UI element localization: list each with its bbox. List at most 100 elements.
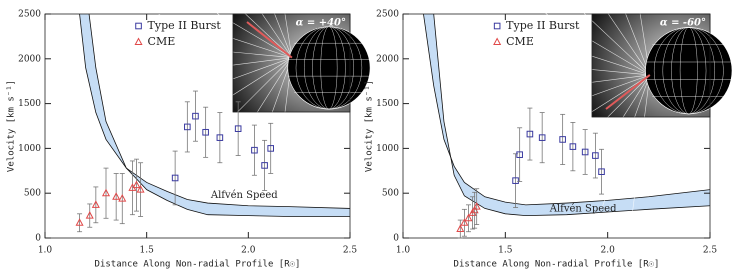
field-line [602, 74, 651, 207]
inset: α = -60° [510, 0, 733, 214]
data-point [112, 192, 121, 200]
x-tick-label: 2.0 [241, 246, 256, 256]
field-line [598, 0, 651, 76]
inset-label: α = -60° [660, 18, 706, 29]
field-line [158, 14, 292, 58]
sun-sphere [645, 27, 733, 115]
field-line [152, 57, 292, 76]
data-point [91, 200, 100, 208]
x-tick-label: 1.5 [140, 246, 155, 256]
legend-marker [493, 22, 501, 30]
data-point [251, 146, 258, 154]
x-axis-label: Distance Along Non-radial Profile [R☉] [454, 260, 660, 270]
plot-area [423, 14, 710, 217]
x-tick-label: 2.5 [343, 246, 358, 256]
profile-ray [605, 74, 651, 110]
x-tick-label: 1.0 [396, 246, 411, 256]
legend-label: Type II Burst [506, 19, 580, 32]
data-point [512, 177, 519, 184]
y-tick-label: 500 [382, 189, 399, 199]
data-point [460, 218, 469, 226]
field-line [274, 57, 293, 197]
data-point [559, 136, 566, 143]
field-line [268, 0, 293, 58]
field-line [637, 0, 651, 76]
legend-label: Type II Burst [148, 19, 222, 32]
field-line [569, 0, 651, 76]
field-line [529, 3, 650, 76]
field-line [631, 74, 651, 214]
data-point [202, 128, 209, 136]
sphere-meridian [295, 26, 363, 110]
y-tick-label: 1500 [376, 99, 399, 109]
alfven-lower [433, 14, 710, 217]
field-line [518, 74, 650, 123]
field-line [193, 0, 293, 58]
data-point [192, 112, 199, 120]
data-point [569, 143, 577, 150]
data-point [538, 134, 546, 141]
data-point [234, 125, 242, 132]
legend-marker [134, 37, 143, 45]
field-line [619, 0, 651, 76]
band-label: Alfvén Speed [549, 204, 617, 215]
data-point [216, 134, 224, 141]
y-axis-label: Velocity [km s⁻¹] [365, 80, 375, 172]
inset-label: α = +40° [296, 18, 346, 29]
y-axis-label: Velocity [km s⁻¹] [7, 80, 17, 172]
field-line [252, 0, 293, 58]
plot-area [79, 14, 350, 217]
field-line [160, 57, 292, 106]
x-tick-label: 2.5 [703, 246, 718, 256]
field-line [244, 57, 293, 190]
x-tick-label: 1.5 [498, 246, 513, 256]
data-point [472, 202, 481, 210]
legend-marker [493, 37, 502, 45]
x-axis-label: Distance Along Non-radial Profile [R☉] [95, 260, 301, 270]
legend-label: CME [506, 35, 534, 48]
y-tick-label: 2000 [18, 54, 41, 64]
data-point [598, 168, 605, 175]
profile-ray [246, 21, 293, 59]
legend-marker [135, 22, 142, 30]
alfven-lower [88, 14, 350, 217]
alfven-upper [79, 14, 350, 209]
alfven-upper [423, 14, 710, 206]
y-tick-label: 1000 [376, 144, 399, 154]
data-point [581, 148, 589, 156]
y-tick-label: 2500 [18, 10, 41, 20]
data-point [261, 162, 268, 169]
y-tick-label: 0 [35, 234, 41, 244]
inset: α = +40° [152, 0, 371, 197]
band-label: Alfvén Speed [210, 190, 278, 201]
data-point [516, 151, 523, 158]
field-line [574, 74, 651, 194]
data-point [75, 218, 84, 226]
y-tick-label: 1500 [18, 99, 41, 109]
data-point [526, 130, 534, 138]
alfven-band [423, 14, 710, 216]
sphere-meridian [653, 27, 724, 115]
panel: Alfvén Speed 0 500 1000 1500 2000 2500 1.0 1.5 2.… [365, 0, 733, 270]
data-point [85, 211, 94, 219]
y-tick-label: 2500 [376, 10, 399, 20]
sun-sphere [287, 26, 371, 110]
field-line [216, 57, 293, 176]
field-line [230, 0, 293, 58]
field-line [531, 74, 650, 151]
y-tick-label: 2000 [376, 54, 399, 64]
x-tick-label: 2.0 [601, 246, 616, 256]
field-line [510, 74, 650, 93]
data-point [101, 188, 111, 197]
data-point [267, 145, 274, 152]
data-point [470, 205, 479, 214]
data-point [464, 213, 473, 222]
data-point [592, 152, 599, 159]
field-line [510, 61, 650, 76]
axes-frame [402, 13, 711, 239]
legend-label: CME [148, 35, 176, 48]
field-line [152, 44, 292, 58]
y-tick-label: 0 [393, 234, 399, 244]
axes-frame [44, 13, 351, 239]
